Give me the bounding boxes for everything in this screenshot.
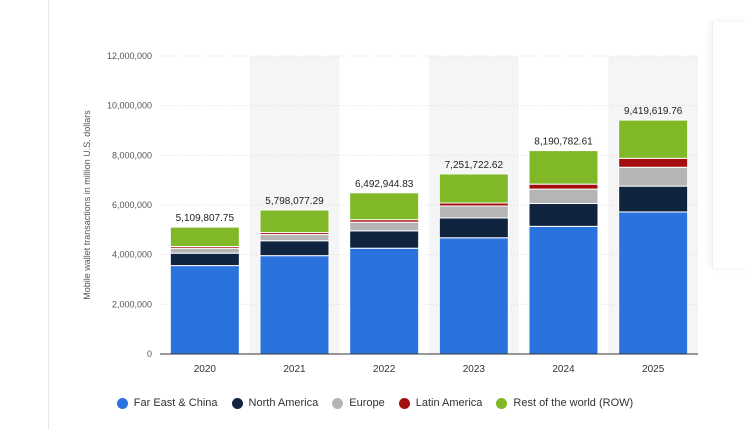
stacked-bar-chart: 0 2,000,000 4,000,000 6,000,000 8,000,000 10,… — [82, 51, 698, 375]
x-tick-label: 2022 — [373, 364, 396, 375]
legend-item[interactable]: Far East & China — [116, 397, 218, 409]
x-tick-label: 2020 — [194, 364, 217, 375]
bar-segment[interactable] — [528, 203, 599, 227]
legend-label: North America — [248, 397, 319, 409]
bar-segment[interactable] — [528, 188, 599, 205]
bar-segment[interactable] — [259, 234, 330, 242]
legend-item[interactable]: Rest of the world (ROW) — [496, 397, 633, 409]
bar-segment[interactable] — [169, 265, 240, 355]
bar-segment[interactable] — [528, 183, 599, 190]
x-tick-label: 2025 — [642, 364, 665, 375]
legend-label: Rest of the world (ROW) — [513, 397, 634, 409]
legend-item[interactable]: Latin America — [398, 397, 483, 409]
bar-segment[interactable] — [618, 211, 689, 355]
bar-segment[interactable] — [438, 237, 509, 355]
x-tick-label: 2024 — [552, 364, 575, 375]
bar-segment[interactable] — [349, 247, 420, 355]
legend-swatch — [332, 397, 344, 409]
bar-segment[interactable] — [438, 173, 509, 204]
bar-segment[interactable] — [618, 119, 689, 159]
y-axis-tick-labels: 0 2,000,000 4,000,000 6,000,000 8,000,000 10,… — [107, 51, 152, 359]
bar-segment[interactable] — [438, 205, 509, 219]
bar-segment[interactable] — [169, 226, 240, 247]
total-label: 7,251,722.62 — [445, 160, 504, 171]
legend-swatch — [231, 397, 243, 409]
y-axis-title: Mobile wallet transactions in million U.… — [82, 110, 92, 300]
x-tick-label: 2023 — [463, 364, 486, 375]
y-tick-label: 2,000,000 — [112, 299, 152, 309]
legend: Far East & China North America Europe Latin… — [0, 397, 750, 409]
total-label: 6,492,944.83 — [355, 179, 414, 190]
total-label: 5,109,807.75 — [176, 213, 235, 224]
bar-segment[interactable] — [169, 247, 240, 254]
legend-label: Far East & China — [133, 397, 218, 409]
legend-swatch — [496, 397, 508, 409]
bar-segment[interactable] — [528, 225, 599, 355]
total-label: 8,190,782.61 — [534, 137, 593, 148]
x-tick-label: 2021 — [283, 364, 306, 375]
bar-segment[interactable] — [618, 185, 689, 213]
legend-swatch — [398, 397, 410, 409]
y-tick-label: 6,000,000 — [112, 200, 152, 210]
bars — [169, 119, 689, 355]
y-tick-label: 0 — [147, 349, 152, 359]
y-tick-label: 8,000,000 — [112, 150, 152, 160]
total-labels: 5,109,807.75 5,798,077.29 6,492,944.83 7,25… — [176, 106, 683, 224]
y-tick-label: 10,000,000 — [107, 101, 152, 111]
legend-swatch — [116, 397, 128, 409]
legend-label: Europe — [349, 397, 385, 409]
bar-segment[interactable] — [259, 209, 330, 234]
y-tick-label: 12,000,000 — [107, 51, 152, 61]
legend-label: Latin America — [415, 397, 483, 409]
bar-segment[interactable] — [438, 217, 509, 239]
bar-segment[interactable] — [259, 255, 330, 355]
legend-item[interactable]: Europe — [332, 397, 385, 409]
bar-segment[interactable] — [618, 157, 689, 168]
bar-segment[interactable] — [528, 150, 599, 185]
bar-segment[interactable] — [349, 192, 420, 221]
total-label: 5,798,077.29 — [265, 196, 324, 207]
left-divider — [48, 0, 49, 430]
bar-segment[interactable] — [618, 166, 689, 187]
bar-segment[interactable] — [259, 240, 330, 257]
total-label: 9,419,619.76 — [624, 106, 683, 117]
bar-segment[interactable] — [349, 230, 420, 249]
x-axis-tick-labels: 2020 2021 2022 2023 2024 2025 — [194, 364, 665, 375]
legend-item[interactable]: North America — [231, 397, 319, 409]
bar-segment[interactable] — [169, 252, 240, 267]
side-panel — [712, 22, 750, 268]
bar-segment[interactable] — [349, 221, 420, 232]
y-tick-label: 4,000,000 — [112, 250, 152, 260]
